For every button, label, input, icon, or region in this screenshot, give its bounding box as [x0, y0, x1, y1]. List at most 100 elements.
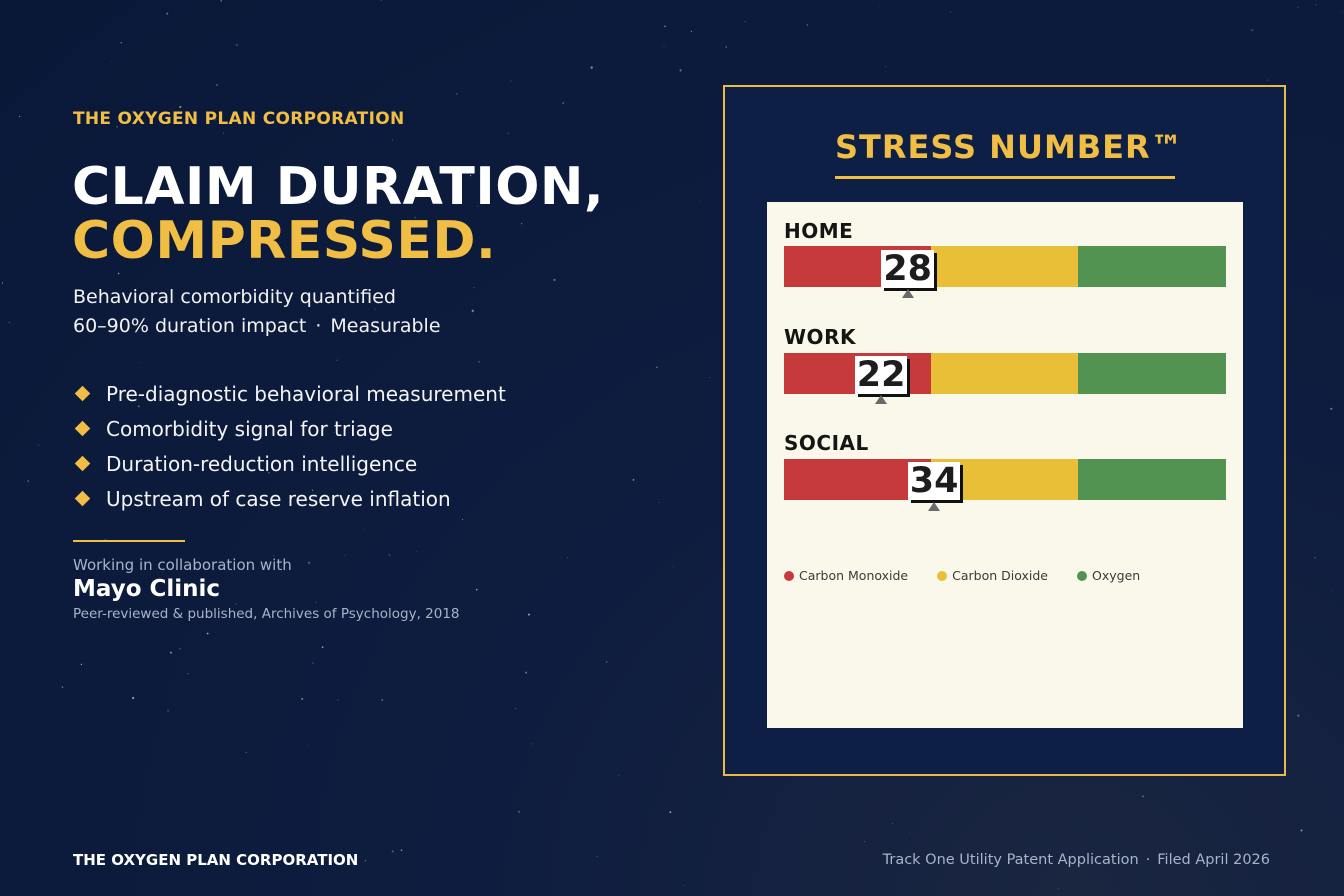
- star-dot: [909, 832, 911, 834]
- score-work: 22: [854, 355, 908, 395]
- company-name: THE OXYGEN PLAN CORPORATION: [73, 109, 405, 129]
- star-dot: [19, 115, 21, 118]
- stress-bar-home: [784, 246, 1226, 287]
- star-dot: [179, 105, 182, 109]
- star-dot: [117, 272, 120, 275]
- star-dot: [391, 850, 394, 853]
- list-item: Upstream of case reserve inflation: [73, 481, 506, 516]
- headline: CLAIM DURATION, COMPRESSED.: [72, 160, 604, 268]
- star-dot: [321, 646, 324, 649]
- star-dot: [38, 444, 40, 446]
- star-dot: [344, 554, 346, 556]
- star-dot: [8, 321, 11, 324]
- star-dot: [507, 132, 509, 134]
- star-dot: [673, 566, 675, 568]
- marker-triangle-icon: [901, 289, 914, 298]
- star-dot: [220, 0, 223, 2]
- star-dot: [879, 6, 880, 8]
- citation: Peer-reviewed & published, Archives of P…: [73, 606, 460, 622]
- subtitle-impact: 60–90% duration impact: [73, 315, 307, 337]
- star-dot: [700, 199, 702, 201]
- diamond-bullet-icon: [74, 420, 91, 437]
- star-dot: [475, 588, 478, 591]
- feature-text: Duration-reduction intelligence: [106, 451, 418, 476]
- star-dot: [120, 42, 122, 44]
- headline-line-1: CLAIM DURATION,: [72, 157, 605, 217]
- list-item: Comorbidity signal for triage: [73, 411, 506, 446]
- star-dot: [140, 362, 142, 364]
- star-dot: [654, 410, 656, 412]
- star-dot: [307, 561, 311, 564]
- row-label-social: SOCIAL: [784, 431, 869, 455]
- star-dot: [388, 554, 391, 556]
- panel-title-underline: [835, 176, 1175, 179]
- score-home: 28: [881, 249, 934, 289]
- diamond-bullet-icon: [74, 455, 91, 472]
- star-dot: [110, 60, 112, 62]
- star-dot: [416, 551, 417, 552]
- bar-segment-oxygen: [1078, 353, 1226, 394]
- list-item: Pre-diagnostic behavioral measurement: [73, 376, 506, 411]
- star-dot: [195, 870, 197, 872]
- star-dot: [690, 30, 693, 33]
- score-social: 34: [907, 461, 961, 501]
- star-dot: [315, 601, 317, 603]
- star-dot: [806, 24, 809, 26]
- star-dot: [455, 92, 458, 95]
- star-dot: [510, 80, 512, 82]
- bar-segment-carbon-dioxide: [931, 353, 1078, 394]
- star-dot: [656, 366, 658, 369]
- bar-segment-carbon-dioxide: [931, 246, 1078, 287]
- star-dot: [206, 632, 209, 635]
- feature-text: Upstream of case reserve inflation: [106, 486, 451, 511]
- star-dot: [1297, 714, 1300, 717]
- partner-name: Mayo Clinic: [73, 576, 221, 602]
- panel-title: STRESS NUMBER™: [835, 128, 1184, 166]
- star-dot: [1251, 29, 1254, 32]
- star-dot: [744, 21, 746, 23]
- star-dot: [1057, 887, 1059, 889]
- star-dot: [679, 69, 682, 72]
- stress-bar-social: [784, 459, 1226, 500]
- star-dot: [478, 360, 481, 363]
- bar-segment-oxygen: [1078, 459, 1226, 500]
- star-dot: [525, 671, 528, 674]
- legend-item: Carbon Dioxide: [937, 568, 1048, 583]
- marker-triangle-icon: [928, 502, 941, 511]
- subtitle-separator: ·: [315, 315, 322, 337]
- star-dot: [885, 66, 886, 67]
- stress-bar-work: [784, 353, 1226, 394]
- star-dot: [391, 139, 393, 141]
- star-dot: [169, 651, 173, 654]
- star-dot: [1314, 557, 1316, 559]
- star-dot: [725, 46, 727, 48]
- legend-dot-icon: [1077, 570, 1087, 581]
- legend-label: Carbon Monoxide: [799, 568, 909, 583]
- legend: Carbon Monoxide Carbon Dioxide Oxygen: [784, 568, 1169, 583]
- star-dot: [590, 66, 593, 69]
- star-dot: [553, 278, 556, 281]
- star-dot: [400, 849, 403, 852]
- star-dot: [596, 855, 598, 857]
- star-dot: [336, 359, 338, 361]
- star-dot: [235, 603, 237, 605]
- star-dot: [1, 282, 4, 284]
- star-dot: [669, 811, 672, 814]
- subtitle-line-2: 60–90% duration impact · Measurable: [73, 312, 441, 341]
- legend-item: Carbon Monoxide: [784, 568, 908, 583]
- star-dot: [216, 84, 218, 86]
- star-dot: [664, 25, 666, 28]
- footer-separator: ·: [1145, 852, 1151, 868]
- star-dot: [658, 502, 660, 503]
- footer-filed-date: Filed April 2026: [1157, 852, 1270, 868]
- row-label-work: WORK: [784, 325, 856, 349]
- row-label-home: HOME: [784, 219, 854, 243]
- stress-score-card: HOME 28 WORK 22 SOCIAL 34 Carbon Monoxid…: [767, 202, 1243, 728]
- star-dot: [1300, 829, 1303, 832]
- subtitle-measurable: Measurable: [330, 315, 441, 337]
- subtitle: Behavioral comorbidity quantified 60–90%…: [73, 283, 441, 341]
- star-dot: [27, 480, 30, 483]
- star-dot: [80, 663, 83, 666]
- star-dot: [684, 884, 685, 886]
- list-item: Duration-reduction intelligence: [73, 446, 506, 481]
